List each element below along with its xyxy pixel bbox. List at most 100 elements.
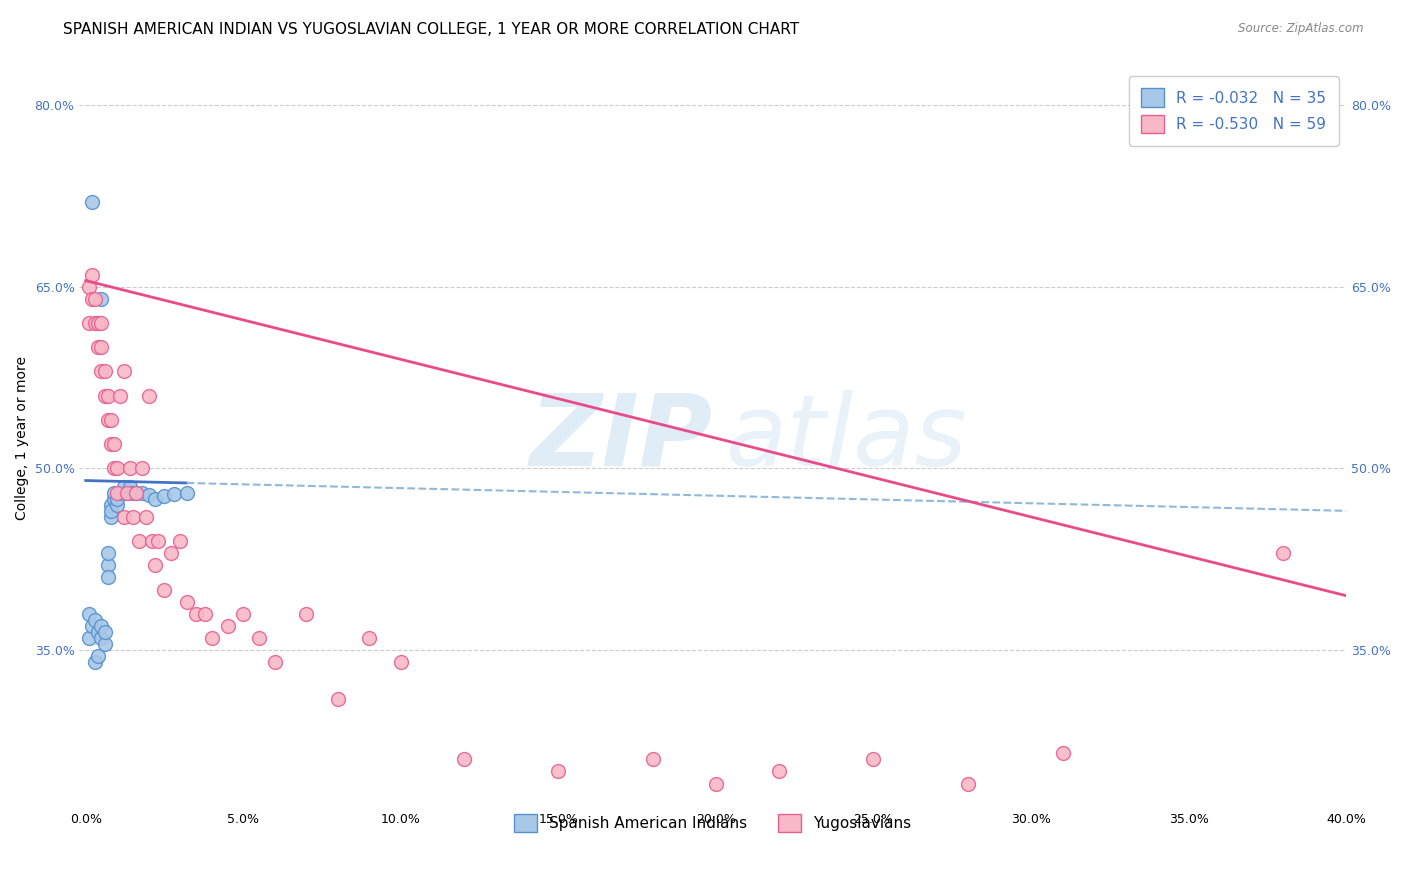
Point <box>118 480 141 494</box>
Point <box>100 504 122 518</box>
Point <box>90 364 112 378</box>
Point <box>453 752 475 766</box>
Legend: Spanish American Indians, Yugoslavians: Spanish American Indians, Yugoslavians <box>502 801 924 845</box>
Point <box>105 485 128 500</box>
Point <box>90 292 112 306</box>
Y-axis label: College, 1 year or more: College, 1 year or more <box>15 356 30 520</box>
Point <box>112 480 135 494</box>
Point <box>115 485 138 500</box>
Point <box>201 631 224 645</box>
Point <box>159 546 181 560</box>
Point <box>135 509 157 524</box>
Point <box>389 656 412 670</box>
Point <box>93 364 115 378</box>
Point <box>125 485 148 500</box>
Point <box>148 534 170 549</box>
Point <box>97 389 120 403</box>
Point <box>112 364 135 378</box>
Text: SPANISH AMERICAN INDIAN VS YUGOSLAVIAN COLLEGE, 1 YEAR OR MORE CORRELATION CHART: SPANISH AMERICAN INDIAN VS YUGOSLAVIAN C… <box>63 22 800 37</box>
Point <box>326 691 349 706</box>
Point <box>115 485 138 500</box>
Point <box>862 752 884 766</box>
Point <box>100 498 122 512</box>
Point <box>97 413 120 427</box>
Point <box>100 509 122 524</box>
Point <box>90 619 112 633</box>
Point <box>80 268 103 282</box>
Point <box>80 194 103 209</box>
Point <box>90 316 112 330</box>
Point <box>100 437 122 451</box>
Point <box>359 631 381 645</box>
Text: Source: ZipAtlas.com: Source: ZipAtlas.com <box>1239 22 1364 36</box>
Point <box>110 389 132 403</box>
Point <box>84 613 107 627</box>
Point <box>97 558 120 573</box>
Point <box>105 498 128 512</box>
Point <box>77 607 100 621</box>
Point <box>77 279 100 293</box>
Point <box>194 607 217 621</box>
Point <box>103 491 125 506</box>
Point <box>153 489 176 503</box>
Point <box>122 509 145 524</box>
Point <box>704 776 727 790</box>
Point <box>153 582 176 597</box>
Point <box>112 509 135 524</box>
Point <box>176 485 198 500</box>
Point <box>163 487 186 501</box>
Point <box>641 752 664 766</box>
Point <box>103 437 125 451</box>
Point <box>87 649 110 664</box>
Point <box>93 389 115 403</box>
Point <box>138 488 160 502</box>
Point <box>110 485 132 500</box>
Point <box>295 607 318 621</box>
Point <box>84 292 107 306</box>
Point <box>97 570 120 584</box>
Point <box>1272 546 1295 560</box>
Point <box>80 619 103 633</box>
Point <box>90 631 112 645</box>
Point <box>105 491 128 506</box>
Point <box>217 619 239 633</box>
Point <box>97 546 120 560</box>
Point <box>90 340 112 354</box>
Point <box>77 631 100 645</box>
Point <box>93 625 115 640</box>
Point <box>100 413 122 427</box>
Point <box>80 292 103 306</box>
Point <box>77 316 100 330</box>
Point <box>84 316 107 330</box>
Point <box>87 625 110 640</box>
Point <box>93 637 115 651</box>
Point <box>105 461 128 475</box>
Point <box>1052 746 1074 760</box>
Point <box>956 776 979 790</box>
Point <box>138 389 160 403</box>
Point <box>768 764 790 779</box>
Point <box>547 764 569 779</box>
Point <box>128 534 150 549</box>
Point <box>141 534 163 549</box>
Point <box>131 485 153 500</box>
Point <box>87 340 110 354</box>
Point <box>118 461 141 475</box>
Point <box>103 485 125 500</box>
Point <box>84 656 107 670</box>
Point <box>169 534 191 549</box>
Point <box>87 316 110 330</box>
Text: ZIP: ZIP <box>530 390 713 487</box>
Text: atlas: atlas <box>725 390 967 487</box>
Point <box>176 595 198 609</box>
Point <box>143 558 166 573</box>
Point <box>232 607 254 621</box>
Point <box>131 461 153 475</box>
Point <box>103 461 125 475</box>
Point <box>143 491 166 506</box>
Point <box>125 485 148 500</box>
Point <box>184 607 207 621</box>
Point <box>122 485 145 500</box>
Point <box>263 656 285 670</box>
Point <box>247 631 270 645</box>
